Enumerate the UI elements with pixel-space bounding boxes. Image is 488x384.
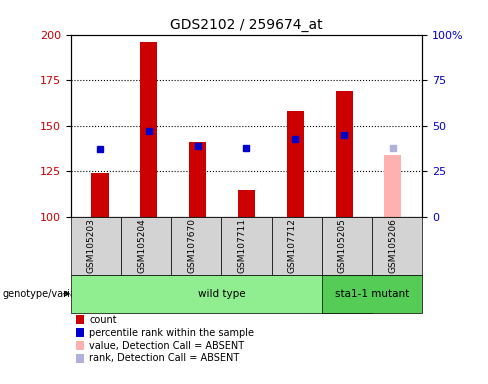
Text: sta1-1 mutant: sta1-1 mutant — [335, 289, 409, 299]
Bar — [91, 173, 108, 217]
Text: GSM107712: GSM107712 — [287, 218, 297, 273]
Bar — [238, 190, 255, 217]
Text: wild type: wild type — [198, 289, 245, 299]
Bar — [287, 111, 304, 217]
Text: GSM107670: GSM107670 — [187, 218, 196, 273]
Text: GSM107711: GSM107711 — [238, 218, 246, 273]
Bar — [141, 42, 158, 217]
Text: value, Detection Call = ABSENT: value, Detection Call = ABSENT — [89, 341, 244, 351]
Text: GSM105203: GSM105203 — [87, 218, 96, 273]
Text: percentile rank within the sample: percentile rank within the sample — [89, 328, 254, 338]
Bar — [189, 142, 206, 217]
Text: GSM105206: GSM105206 — [388, 218, 397, 273]
Text: genotype/variation: genotype/variation — [2, 289, 95, 299]
Text: GSM105205: GSM105205 — [338, 218, 347, 273]
Text: count: count — [89, 315, 117, 325]
Bar — [385, 155, 402, 217]
Bar — [336, 91, 353, 217]
Text: rank, Detection Call = ABSENT: rank, Detection Call = ABSENT — [89, 353, 240, 364]
Title: GDS2102 / 259674_at: GDS2102 / 259674_at — [170, 18, 323, 32]
Text: GSM105204: GSM105204 — [137, 218, 146, 273]
